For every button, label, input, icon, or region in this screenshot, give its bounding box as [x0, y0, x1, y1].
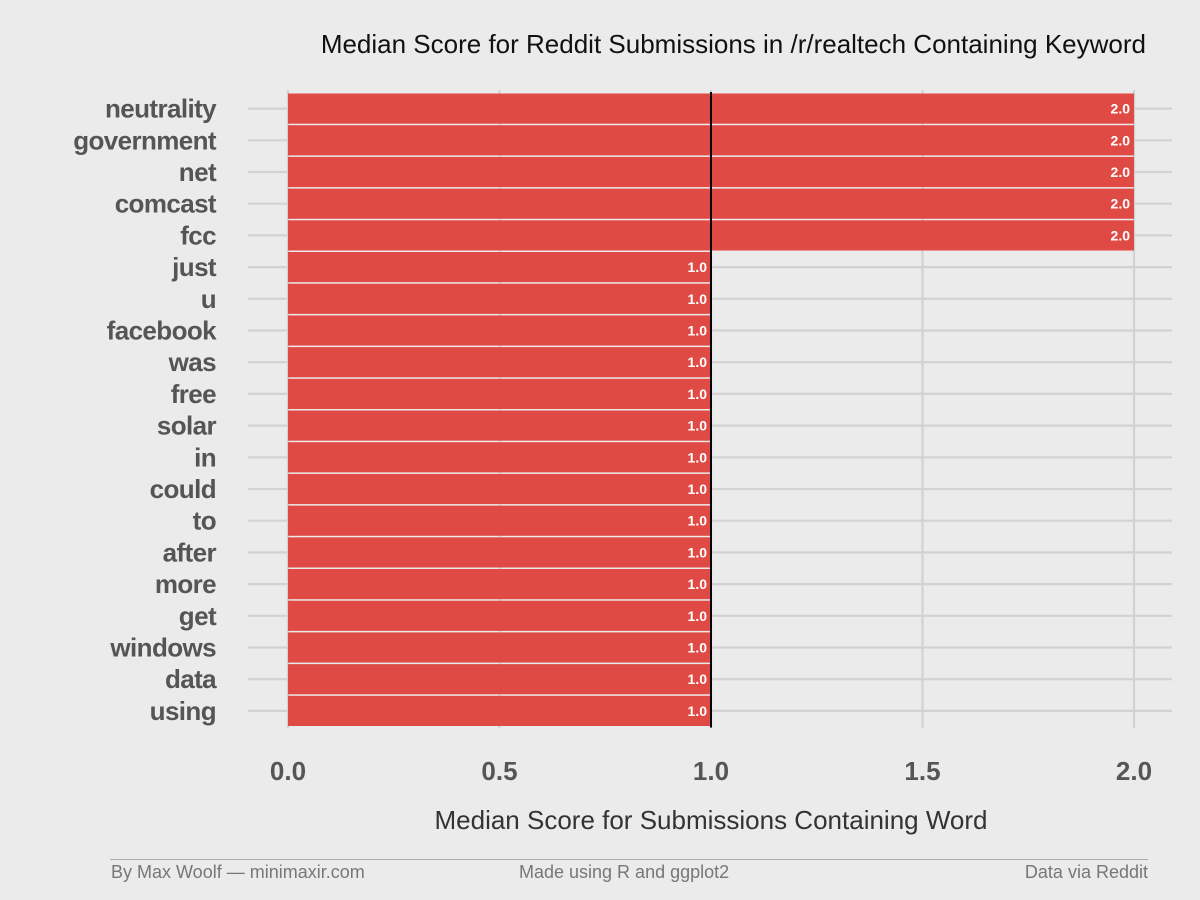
data-label: 1.0 — [688, 354, 708, 370]
data-label: 1.0 — [688, 703, 708, 719]
data-label: 1.0 — [688, 608, 708, 624]
category-label: in — [194, 442, 216, 472]
category-label: fcc — [180, 220, 216, 250]
category-label: net — [179, 157, 217, 187]
footer-tool: Made using R and ggplot2 — [519, 862, 730, 882]
bar — [288, 664, 711, 695]
bar — [288, 505, 711, 536]
data-label: 1.0 — [688, 259, 708, 275]
x-tick-label: 0.5 — [481, 756, 517, 786]
data-label: 1.0 — [688, 481, 708, 497]
bar — [288, 569, 711, 600]
data-label: 1.0 — [688, 513, 708, 529]
footer-credit: By Max Woolf — minimaxir.com — [111, 862, 365, 882]
bar — [288, 473, 711, 505]
bar — [288, 283, 711, 314]
bar — [288, 537, 711, 568]
bar — [288, 252, 711, 283]
bar — [288, 410, 711, 441]
bar — [288, 600, 711, 631]
bar — [288, 632, 711, 663]
category-label: neutrality — [105, 94, 217, 124]
data-label: 1.0 — [688, 576, 708, 592]
category-label: could — [150, 474, 216, 504]
data-label: 2.0 — [1111, 196, 1131, 212]
category-label: was — [168, 347, 216, 377]
category-label: after — [163, 537, 217, 567]
data-label: 1.0 — [688, 449, 708, 465]
category-label: more — [155, 569, 216, 599]
category-label: to — [193, 506, 216, 536]
data-label: 1.0 — [688, 323, 708, 339]
category-label: government — [73, 125, 217, 155]
data-label: 1.0 — [688, 671, 708, 687]
data-label: 2.0 — [1111, 132, 1131, 148]
data-label: 1.0 — [688, 291, 708, 307]
category-label: solar — [157, 411, 217, 441]
x-tick-label: 1.5 — [904, 756, 940, 786]
category-label: free — [171, 379, 216, 409]
x-tick-label: 2.0 — [1116, 756, 1152, 786]
bar — [288, 315, 711, 346]
chart-title: Median Score for Reddit Submissions in /… — [321, 29, 1146, 59]
category-label: get — [179, 601, 217, 631]
category-label: windows — [109, 633, 216, 663]
bar — [288, 442, 711, 473]
data-label: 1.0 — [688, 418, 708, 434]
x-tick-label: 1.0 — [693, 756, 729, 786]
data-label: 2.0 — [1111, 101, 1131, 117]
data-labels: 2.0 2.0 2.0 2.0 2.0 1.0 1.0 1.0 1.0 1.0 1.0 1.0 1.0 1… — [688, 101, 1131, 719]
category-label: just — [171, 252, 217, 282]
x-tick-labels: 0.0 0.5 1.0 1.5 2.0 — [270, 756, 1152, 786]
x-axis-title: Median Score for Submissions Containing … — [434, 805, 987, 835]
category-label: facebook — [107, 316, 217, 346]
data-label: 1.0 — [688, 544, 708, 560]
bar — [288, 695, 711, 726]
data-label: 2.0 — [1111, 164, 1131, 180]
footer-source: Data via Reddit — [1024, 862, 1148, 882]
data-label: 2.0 — [1111, 227, 1131, 243]
data-label: 1.0 — [688, 640, 708, 656]
category-label: comcast — [115, 189, 217, 219]
data-label: 1.0 — [688, 386, 708, 402]
category-label: using — [150, 696, 216, 726]
bar — [288, 347, 711, 378]
x-tick-label: 0.0 — [270, 756, 306, 786]
footer-divider — [110, 859, 1148, 860]
category-labels: neutralitygovernmentnetcomcastfccjustufa… — [73, 94, 218, 726]
category-label: data — [165, 664, 217, 694]
category-label: u — [201, 284, 216, 314]
bar — [288, 378, 711, 409]
